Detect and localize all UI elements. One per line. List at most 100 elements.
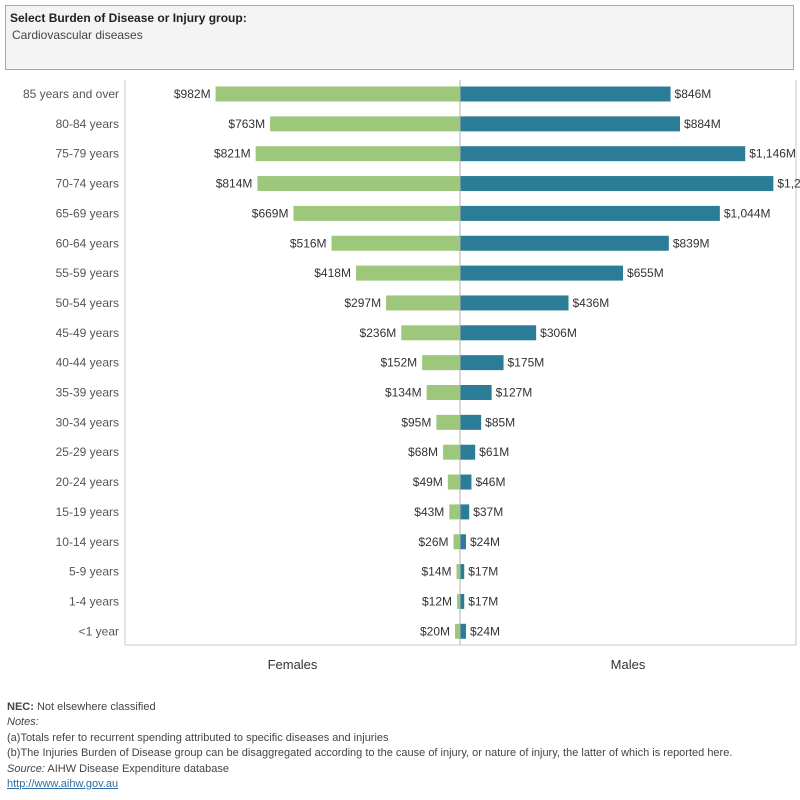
male-bar xyxy=(460,414,482,430)
female-bar xyxy=(426,385,460,400)
female-value-label: $95M xyxy=(401,415,431,429)
female-value-label: $20M xyxy=(420,624,450,638)
male-bar xyxy=(460,593,465,609)
male-value-label: $85M xyxy=(485,415,515,429)
male-value-label: $37M xyxy=(473,505,503,519)
female-value-label: $134M xyxy=(385,386,422,400)
female-value-label: $26M xyxy=(418,535,448,549)
age-group-label: 25-29 years xyxy=(56,445,119,459)
male-value-label: $24M xyxy=(470,535,500,549)
female-value-label: $821M xyxy=(214,147,251,161)
female-bar xyxy=(401,325,460,341)
male-bar xyxy=(460,116,681,132)
female-value-label: $297M xyxy=(344,296,381,310)
male-bar xyxy=(460,205,720,221)
male-value-label: $1,259M xyxy=(777,177,800,191)
male-value-label: $46M xyxy=(475,475,505,489)
female-value-label: $418M xyxy=(314,266,351,280)
female-value-label: $49M xyxy=(413,475,443,489)
disease-group-filter[interactable]: Select Burden of Disease or Injury group… xyxy=(5,5,794,70)
age-group-label: 65-69 years xyxy=(56,206,119,220)
male-bar xyxy=(460,474,472,490)
age-group-label: 60-64 years xyxy=(56,236,119,250)
male-bar xyxy=(460,176,774,192)
male-bar xyxy=(460,325,537,341)
male-value-label: $436M xyxy=(573,296,610,310)
male-bar xyxy=(460,504,470,520)
filter-label: Select Burden of Disease or Injury group… xyxy=(10,11,247,25)
age-group-label: 40-44 years xyxy=(56,356,119,370)
age-group-label: 85 years and over xyxy=(23,87,119,101)
male-value-label: $175M xyxy=(508,356,545,370)
age-group-label: 1-4 years xyxy=(69,594,119,608)
female-bar xyxy=(270,116,460,132)
female-bar xyxy=(386,295,460,311)
age-group-label: 50-54 years xyxy=(56,296,119,310)
male-value-label: $846M xyxy=(675,87,712,101)
male-value-label: $655M xyxy=(627,266,664,280)
female-bar xyxy=(443,444,460,460)
male-value-label: $17M xyxy=(468,594,498,608)
age-group-label: 75-79 years xyxy=(56,147,119,161)
male-value-label: $17M xyxy=(468,565,498,579)
male-value-label: $127M xyxy=(496,386,533,400)
male-value-label: $1,146M xyxy=(749,147,796,161)
nec-text: Not elsewhere classified xyxy=(33,701,156,713)
male-bar xyxy=(460,146,746,162)
male-value-label: $1,044M xyxy=(724,206,771,220)
male-bar xyxy=(460,295,569,311)
age-group-label: 45-49 years xyxy=(56,326,119,340)
age-group-label: 70-74 years xyxy=(56,177,119,191)
female-value-label: $14M xyxy=(421,565,451,579)
male-bar xyxy=(460,265,624,281)
male-value-label: $24M xyxy=(470,624,500,638)
male-value-label: $61M xyxy=(479,445,509,459)
aihw-link[interactable]: http://www.aihw.gov.au xyxy=(7,778,119,791)
female-value-label: $814M xyxy=(216,177,253,191)
female-bar xyxy=(453,534,460,550)
male-bar xyxy=(460,623,466,639)
female-bar xyxy=(422,355,460,371)
female-bar xyxy=(293,205,460,221)
female-bar xyxy=(436,414,460,430)
age-group-label: 35-39 years xyxy=(56,386,119,400)
age-group-label: 20-24 years xyxy=(56,475,119,489)
female-value-label: $669M xyxy=(252,206,289,220)
male-bar xyxy=(460,385,492,400)
female-value-label: $763M xyxy=(228,117,265,131)
notes-label: Notes: xyxy=(7,716,39,729)
female-bar xyxy=(449,504,460,520)
age-group-label: 30-34 years xyxy=(56,415,119,429)
male-bar xyxy=(460,86,671,102)
age-group-label: 80-84 years xyxy=(56,117,119,131)
female-value-label: $68M xyxy=(408,445,438,459)
source-text: AIHW Disease Expenditure database xyxy=(44,762,229,775)
age-group-label: 10-14 years xyxy=(56,535,119,549)
age-group-label: 55-59 years xyxy=(56,266,119,280)
female-bar xyxy=(255,146,460,162)
population-pyramid-chart: 85 years and over $982M $846M 80-84 years $7… xyxy=(23,80,800,672)
female-value-label: $516M xyxy=(290,236,327,250)
note-a: (a)Totals refer to recurrent spending at… xyxy=(7,731,389,744)
filter-value[interactable]: Cardiovascular diseases xyxy=(12,28,143,42)
female-bar xyxy=(355,265,460,281)
males-header: Males xyxy=(611,657,646,672)
female-bar xyxy=(257,176,460,192)
female-value-label: $43M xyxy=(414,505,444,519)
nec-abbr: NEC: xyxy=(7,701,34,713)
age-group-label: 15-19 years xyxy=(56,505,119,519)
female-value-label: $12M xyxy=(422,594,452,608)
female-value-label: $152M xyxy=(380,356,417,370)
female-bar xyxy=(331,235,460,251)
age-group-label: <1 year xyxy=(79,624,119,638)
note-b: (b)The Injuries Burden of Disease group … xyxy=(7,747,733,760)
male-bar xyxy=(460,444,476,460)
male-value-label: $884M xyxy=(684,117,721,131)
male-value-label: $839M xyxy=(673,236,710,250)
male-value-label: $306M xyxy=(540,326,577,340)
female-value-label: $982M xyxy=(174,87,211,101)
age-group-label: 5-9 years xyxy=(69,565,119,579)
notes-section: NEC: Not elsewhere classified Notes: (a)… xyxy=(7,700,732,792)
source-label: Source: xyxy=(7,762,45,775)
male-bar xyxy=(460,355,504,371)
